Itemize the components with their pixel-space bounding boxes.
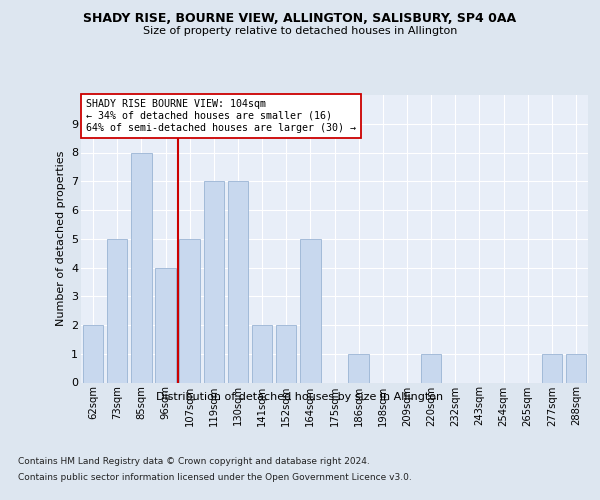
Bar bbox=[131, 152, 152, 382]
Bar bbox=[421, 354, 442, 382]
Bar bbox=[83, 325, 103, 382]
Text: Distribution of detached houses by size in Allington: Distribution of detached houses by size … bbox=[157, 392, 443, 402]
Bar bbox=[227, 181, 248, 382]
Text: Contains HM Land Registry data © Crown copyright and database right 2024.: Contains HM Land Registry data © Crown c… bbox=[18, 458, 370, 466]
Text: Size of property relative to detached houses in Allington: Size of property relative to detached ho… bbox=[143, 26, 457, 36]
Bar bbox=[203, 181, 224, 382]
Bar bbox=[179, 239, 200, 382]
Bar bbox=[542, 354, 562, 382]
Bar bbox=[155, 268, 176, 382]
Bar bbox=[276, 325, 296, 382]
Text: SHADY RISE BOURNE VIEW: 104sqm
← 34% of detached houses are smaller (16)
64% of : SHADY RISE BOURNE VIEW: 104sqm ← 34% of … bbox=[86, 100, 356, 132]
Bar bbox=[566, 354, 586, 382]
Bar bbox=[107, 239, 127, 382]
Text: Contains public sector information licensed under the Open Government Licence v3: Contains public sector information licen… bbox=[18, 472, 412, 482]
Bar bbox=[349, 354, 369, 382]
Bar bbox=[300, 239, 320, 382]
Y-axis label: Number of detached properties: Number of detached properties bbox=[56, 151, 65, 326]
Bar bbox=[252, 325, 272, 382]
Text: SHADY RISE, BOURNE VIEW, ALLINGTON, SALISBURY, SP4 0AA: SHADY RISE, BOURNE VIEW, ALLINGTON, SALI… bbox=[83, 12, 517, 26]
